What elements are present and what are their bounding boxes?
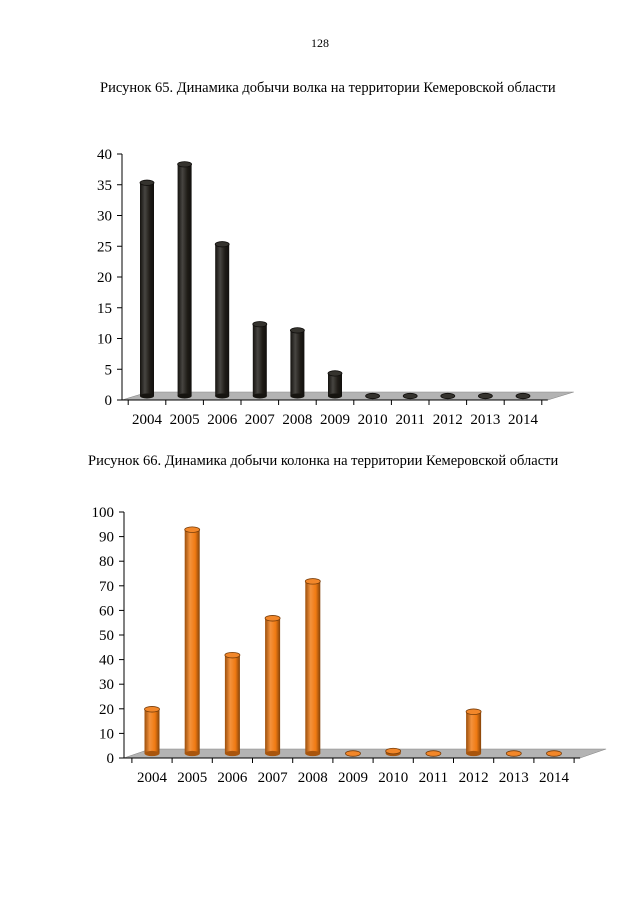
bar-2013 <box>505 750 522 757</box>
bar-2007 <box>264 615 281 757</box>
y-tick-label: 20 <box>99 702 114 718</box>
x-tick-label: 2012 <box>433 412 463 428</box>
bar-2012 <box>440 392 456 400</box>
bar-2004 <box>144 706 160 757</box>
x-tick-label: 2012 <box>459 770 489 786</box>
y-tick-label: 20 <box>97 270 112 286</box>
weasel-harvest-bar-chart: 0 10 20 30 40 50 60 70 80 90 100 2004 2005 2006 2007 20… <box>92 505 607 786</box>
bar-2008 <box>289 327 305 399</box>
bar-2013 <box>477 392 493 400</box>
x-tick-label: 2009 <box>338 770 368 786</box>
y-tick-label: 10 <box>97 332 112 348</box>
x-tick-label: 2010 <box>378 770 408 786</box>
x-tick-label: 2008 <box>282 412 312 428</box>
wolf-harvest-bar-chart: 0 5 10 15 20 25 30 35 40 2004 2005 2006 2007 2008 2009… <box>97 147 574 428</box>
bar-2010 <box>385 747 402 757</box>
bar-2014 <box>515 392 531 400</box>
y-tick-label: 15 <box>97 301 112 317</box>
figure-caption-66: Рисунок 66. Динамика добычи колонка на т… <box>88 453 559 469</box>
x-tick-label: 2009 <box>320 412 350 428</box>
bar-2009 <box>327 370 343 399</box>
x-tick-label: 2006 <box>217 770 248 786</box>
x-tick-label: 2007 <box>258 770 289 786</box>
bar-2011 <box>402 392 418 400</box>
y-tick-label: 40 <box>97 147 112 163</box>
x-tick-label: 2004 <box>132 412 163 428</box>
bar-2009 <box>345 750 361 757</box>
x-tick-label: 2013 <box>499 770 529 786</box>
bar-2005 <box>184 526 201 757</box>
x-tick-label: 2013 <box>470 412 500 428</box>
x-tick-label: 2006 <box>207 412 238 428</box>
bar-2008 <box>304 578 321 757</box>
y-tick-label: 30 <box>97 209 112 225</box>
y-tick-label: 40 <box>99 653 114 669</box>
x-tick-label: 2005 <box>170 412 200 428</box>
x-tick-label: 2014 <box>508 412 539 428</box>
y-tick-label: 60 <box>99 603 114 619</box>
bar-2005 <box>177 161 193 399</box>
bar-2006 <box>214 241 230 399</box>
y-tick-label: 100 <box>92 505 115 521</box>
y-tick-label: 90 <box>99 530 114 546</box>
bar-2007 <box>252 321 268 399</box>
y-tick-label: 5 <box>105 362 113 378</box>
bar-2012 <box>465 708 482 757</box>
bar-2011 <box>425 750 442 757</box>
bar-2004 <box>139 179 155 399</box>
x-tick-label: 2014 <box>539 770 570 786</box>
y-tick-label: 25 <box>97 239 112 255</box>
y-tick-label: 70 <box>99 579 114 595</box>
y-tick-label: 30 <box>99 677 114 693</box>
bar-2014 <box>546 750 562 757</box>
x-tick-label: 2010 <box>358 412 388 428</box>
y-tick-label: 10 <box>99 726 114 742</box>
x-tick-label: 2008 <box>298 770 328 786</box>
y-tick-label: 35 <box>97 178 112 194</box>
y-tick-label: 80 <box>99 554 114 570</box>
x-tick-label: 2011 <box>395 412 424 428</box>
x-tick-label: 2007 <box>245 412 276 428</box>
y-tick-label: 50 <box>99 628 114 644</box>
x-tick-label: 2005 <box>177 770 207 786</box>
page-number: 128 <box>311 36 329 50</box>
bar-2010 <box>365 392 381 400</box>
x-tick-label: 2004 <box>137 770 168 786</box>
y-tick-label: 0 <box>107 751 115 767</box>
bar-2006 <box>224 651 241 757</box>
y-tick-label: 0 <box>105 393 113 409</box>
x-tick-label: 2011 <box>419 770 448 786</box>
figure-caption-65: Рисунок 65. Динамика добычи волка на тер… <box>100 80 556 96</box>
